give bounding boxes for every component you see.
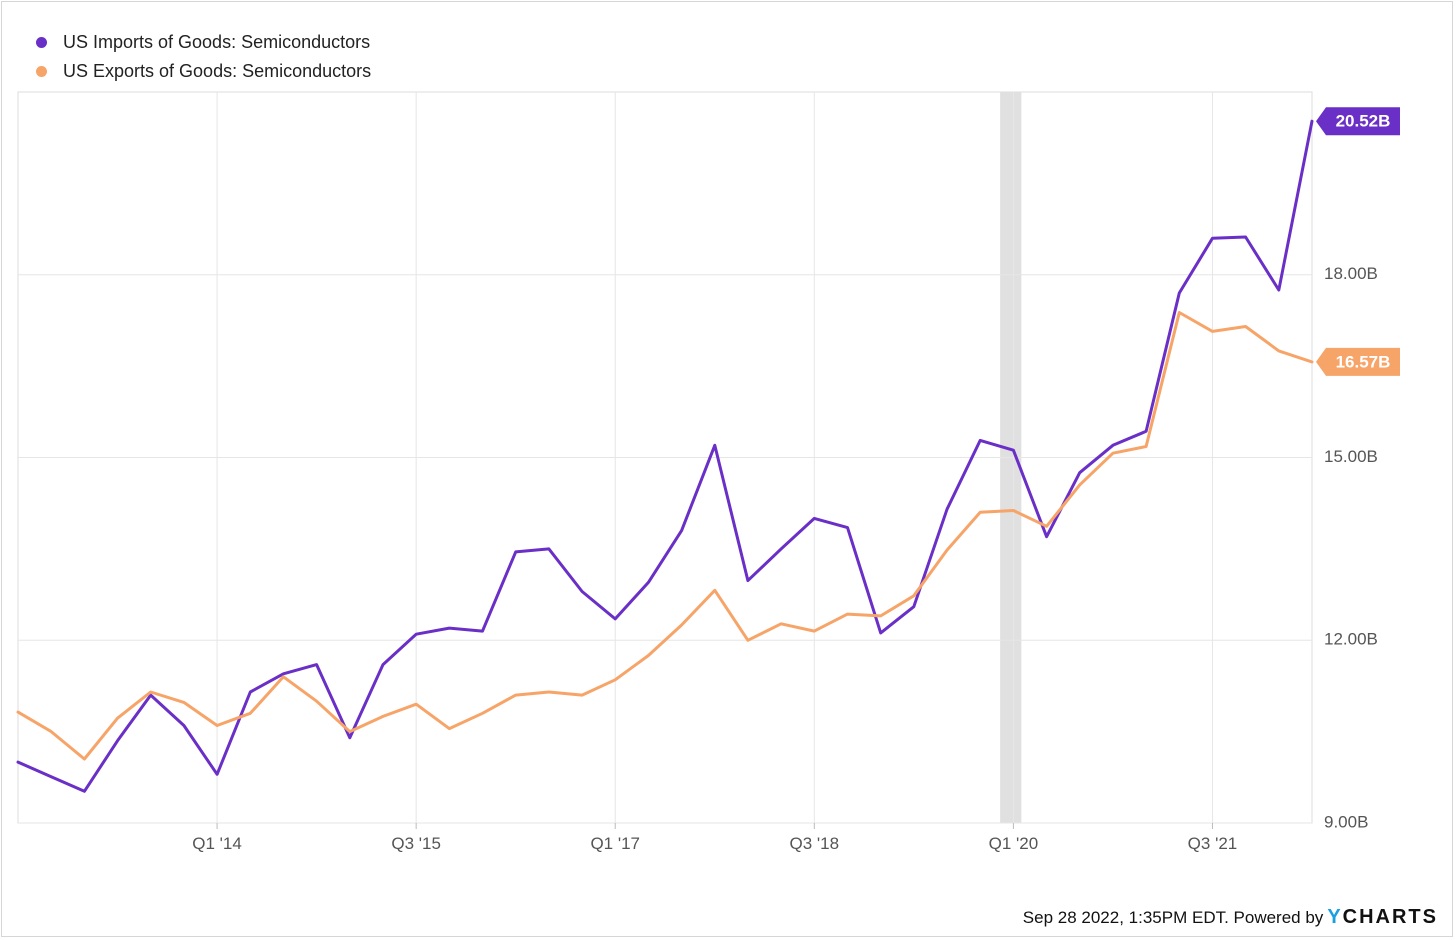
legend-dot-imports — [36, 37, 47, 48]
legend-label-exports: US Exports of Goods: Semiconductors — [63, 61, 372, 81]
x-tick-label: Q3 '18 — [790, 834, 840, 853]
exports-last-value-badge — [1316, 347, 1400, 376]
imports-last-value-badge — [1316, 107, 1400, 136]
line-chart: 9.00B 12.00B 15.00B 18.00B Q1 '14 Q3 '15 Q1 '1… — [16, 91, 1400, 853]
exports-series-line — [16, 311, 1314, 761]
x-tick-label: Q1 '17 — [590, 834, 640, 853]
footer-timestamp: Sep 28 2022, 1:35PM EDT. Powered by — [1022, 907, 1324, 927]
footer: Sep 28 2022, 1:35PM EDT. Powered by YCHA… — [1023, 906, 1438, 929]
x-tick-label: Q1 '14 — [192, 834, 242, 853]
exports-last-value-label: 16.57B — [1336, 352, 1391, 371]
y-tick-label: 15.00B — [1324, 447, 1378, 466]
legend: US Imports of Goods: Semiconductors US E… — [36, 28, 371, 86]
legend-item-exports[interactable]: US Exports of Goods: Semiconductors — [36, 57, 371, 86]
y-tick-label: 9.00B — [1324, 812, 1368, 831]
ycharts-logo-text: CHARTS — [1342, 906, 1438, 928]
x-tick-label: Q3 '21 — [1188, 834, 1238, 853]
imports-series-line — [16, 119, 1314, 793]
ycharts-logo-y: Y — [1327, 906, 1343, 928]
y-tick-label: 12.00B — [1324, 630, 1378, 649]
ycharts-logo[interactable]: YCHARTS — [1327, 906, 1438, 929]
x-tick-label: Q1 '20 — [989, 834, 1039, 853]
x-tick-label: Q3 '15 — [391, 834, 441, 853]
legend-label-imports: US Imports of Goods: Semiconductors — [63, 32, 371, 52]
legend-dot-exports — [36, 66, 47, 77]
imports-last-value-label: 20.52B — [1336, 112, 1391, 131]
legend-item-imports[interactable]: US Imports of Goods: Semiconductors — [36, 28, 371, 57]
y-tick-label: 18.00B — [1324, 264, 1378, 283]
